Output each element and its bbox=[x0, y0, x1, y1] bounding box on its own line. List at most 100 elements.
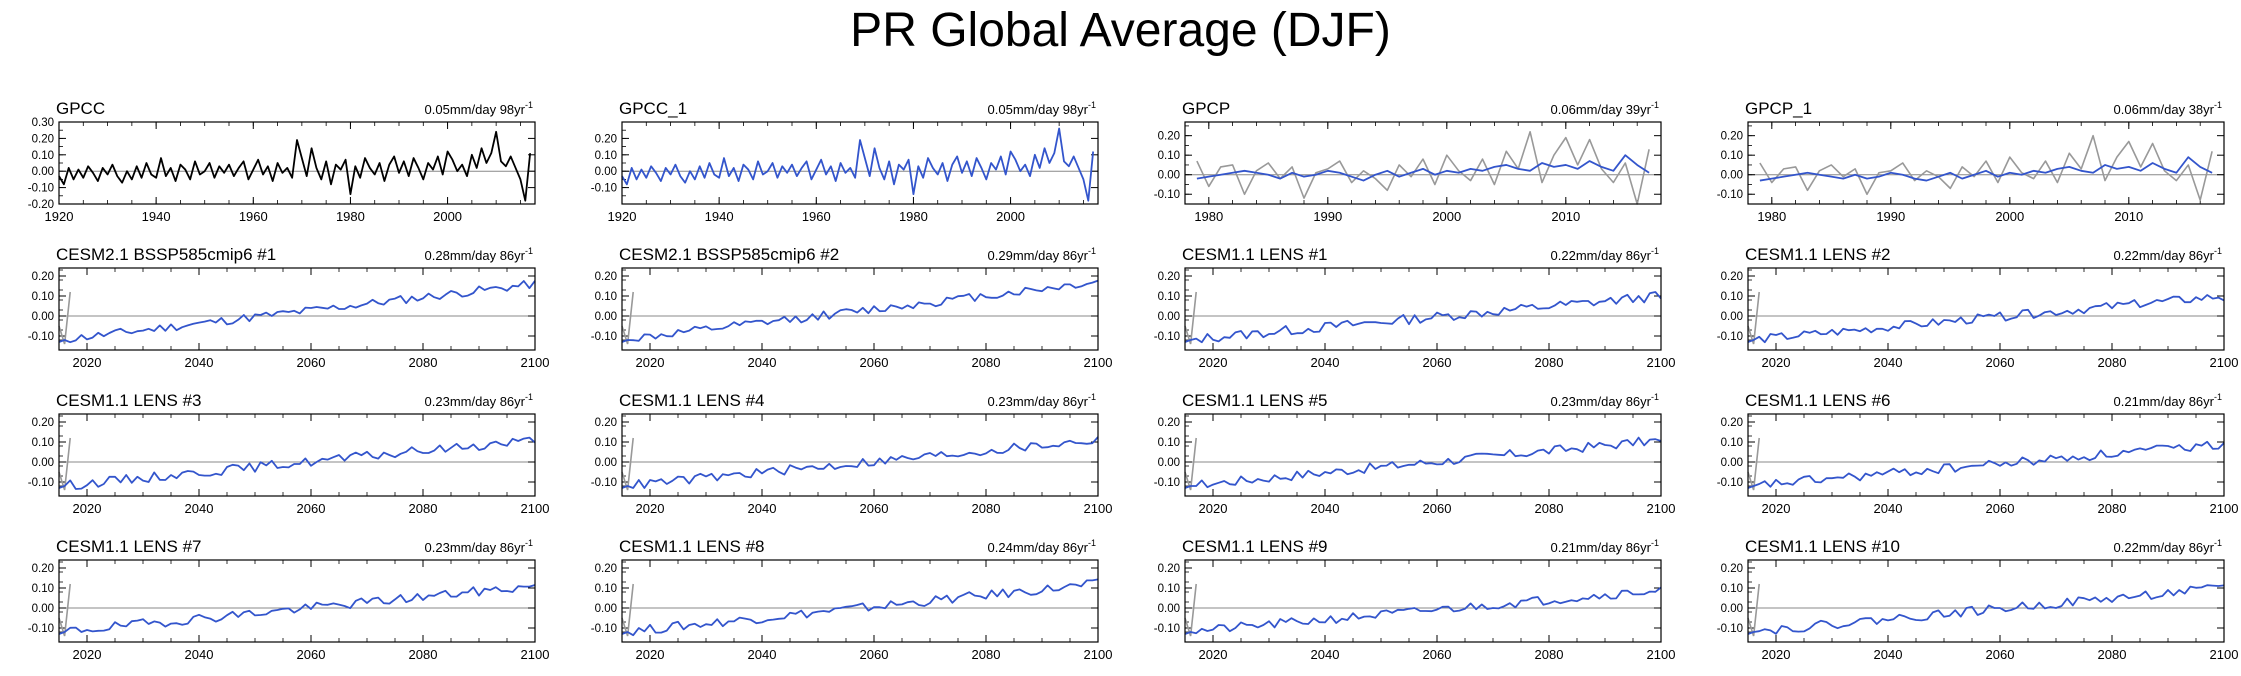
plot-frame bbox=[621, 121, 1099, 205]
y-tick-label: -0.10 bbox=[1717, 331, 1743, 343]
y-tick-label: 0.10 bbox=[32, 583, 54, 595]
y-tick-label: 0.30 bbox=[32, 117, 54, 129]
trend-label: 0.23mm/day 86yr-1 bbox=[425, 538, 533, 555]
series-line-reference bbox=[1747, 583, 1760, 637]
y-tick-label: -0.10 bbox=[1154, 623, 1180, 635]
series-line-reference bbox=[1184, 291, 1197, 345]
trend-label: 0.22mm/day 86yr-1 bbox=[2114, 246, 2222, 263]
x-tick-label: 2040 bbox=[748, 355, 777, 370]
panel-13: CESM1.1 LENS #7 0.23mm/day 86yr-1 -0.10 0.0… bbox=[28, 537, 550, 662]
x-tick-label: 2040 bbox=[185, 501, 214, 516]
x-tick-label: 1980 bbox=[1194, 209, 1223, 224]
y-tick-label: 0.00 bbox=[1158, 170, 1180, 182]
y-tick-label: 0.10 bbox=[1158, 291, 1180, 303]
y-tick-label: 0.10 bbox=[595, 150, 617, 162]
x-tick-label: 2080 bbox=[409, 355, 438, 370]
x-tick-label: 2100 bbox=[521, 355, 550, 370]
y-tick-label: 0.20 bbox=[32, 271, 54, 283]
trend-label: 0.29mm/day 86yr-1 bbox=[988, 246, 1096, 263]
panel-label: CESM1.1 LENS #9 bbox=[1182, 537, 1328, 556]
trend-label: 0.28mm/day 86yr-1 bbox=[425, 246, 533, 263]
x-tick-label: 2040 bbox=[1874, 355, 1903, 370]
y-tick-label: -0.10 bbox=[1717, 477, 1743, 489]
trend-label: 0.22mm/day 86yr-1 bbox=[2114, 538, 2222, 555]
plot-frame bbox=[1747, 559, 2225, 643]
x-tick-label: 2100 bbox=[2210, 501, 2239, 516]
x-tick-label: 2010 bbox=[1551, 209, 1580, 224]
y-tick-label: 0.20 bbox=[1721, 563, 1743, 575]
panel-5: CESM2.1 BSSP585cmip6 #1 0.28mm/day 86yr-1… bbox=[28, 245, 550, 370]
y-tick-label: 0.00 bbox=[32, 603, 54, 615]
y-tick-label: 0.20 bbox=[1158, 563, 1180, 575]
y-tick-label: -0.20 bbox=[28, 199, 54, 211]
y-tick-label: 0.10 bbox=[1721, 437, 1743, 449]
x-tick-label: 2060 bbox=[1423, 647, 1452, 662]
x-tick-label: 1990 bbox=[1313, 209, 1342, 224]
panel-label: CESM1.1 LENS #10 bbox=[1745, 537, 1900, 556]
panel-label: GPCP_1 bbox=[1745, 99, 1812, 118]
trend-label: 0.21mm/day 86yr-1 bbox=[1551, 538, 1659, 555]
x-tick-label: 2040 bbox=[185, 355, 214, 370]
trend-label: 0.06mm/day 38yr-1 bbox=[2114, 100, 2222, 117]
panel-label: CESM1.1 LENS #7 bbox=[56, 537, 202, 556]
x-tick-label: 2100 bbox=[1084, 647, 1113, 662]
panel-label: CESM1.1 LENS #4 bbox=[619, 391, 765, 410]
y-tick-label: 0.10 bbox=[1721, 583, 1743, 595]
panel-6: CESM2.1 BSSP585cmip6 #2 0.29mm/day 86yr-1… bbox=[591, 245, 1113, 370]
panel-label: CESM1.1 LENS #1 bbox=[1182, 245, 1328, 264]
series-line-reference bbox=[1747, 291, 1760, 345]
y-tick-label: -0.10 bbox=[591, 623, 617, 635]
x-tick-label: 2080 bbox=[2098, 647, 2127, 662]
x-tick-label: 2100 bbox=[521, 647, 550, 662]
series-line-model bbox=[621, 279, 1099, 343]
y-tick-label: 0.00 bbox=[32, 166, 54, 178]
x-tick-label: 2020 bbox=[636, 647, 665, 662]
x-tick-label: 2100 bbox=[2210, 355, 2239, 370]
plot-frame bbox=[1184, 559, 1662, 643]
y-tick-label: -0.10 bbox=[591, 183, 617, 195]
panel-8: CESM1.1 LENS #2 0.22mm/day 86yr-1 -0.10 0.0… bbox=[1717, 245, 2239, 370]
series-line-model bbox=[621, 436, 1099, 489]
y-tick-label: 0.00 bbox=[1721, 311, 1743, 323]
x-tick-label: 2080 bbox=[1535, 647, 1564, 662]
y-tick-label: 0.20 bbox=[1721, 131, 1743, 143]
y-tick-label: 0.10 bbox=[32, 291, 54, 303]
series-line-reference bbox=[621, 291, 634, 345]
trend-label: 0.23mm/day 86yr-1 bbox=[425, 392, 533, 409]
y-tick-label: 0.10 bbox=[1158, 583, 1180, 595]
trend-label: 0.06mm/day 39yr-1 bbox=[1551, 100, 1659, 117]
y-tick-label: 0.10 bbox=[595, 437, 617, 449]
x-tick-label: 2020 bbox=[636, 501, 665, 516]
y-tick-label: -0.10 bbox=[28, 183, 54, 195]
x-tick-label: 2020 bbox=[1762, 501, 1791, 516]
plot-frame bbox=[1747, 413, 2225, 497]
y-tick-label: 0.00 bbox=[1721, 457, 1743, 469]
x-tick-label: 2060 bbox=[1986, 355, 2015, 370]
plot-frame bbox=[1184, 121, 1662, 205]
plot-frame bbox=[621, 559, 1099, 643]
y-tick-label: 0.10 bbox=[32, 150, 54, 162]
x-tick-label: 1980 bbox=[899, 209, 928, 224]
panel-3: GPCP 0.06mm/day 39yr-1 -0.10 0.00 0.10 0.20 19… bbox=[1154, 99, 1662, 224]
x-tick-label: 2020 bbox=[73, 647, 102, 662]
panel-label: GPCC bbox=[56, 99, 105, 118]
plot-frame bbox=[58, 267, 536, 351]
x-tick-label: 2100 bbox=[1647, 355, 1676, 370]
plot-frame bbox=[621, 413, 1099, 497]
x-tick-label: 2000 bbox=[996, 209, 1025, 224]
x-tick-label: 2080 bbox=[2098, 501, 2127, 516]
panel-10: CESM1.1 LENS #4 0.23mm/day 86yr-1 -0.10 0.0… bbox=[591, 391, 1113, 516]
x-tick-label: 2080 bbox=[409, 647, 438, 662]
series-line-model bbox=[621, 127, 1095, 202]
trend-label: 0.05mm/day 98yr-1 bbox=[988, 100, 1096, 117]
y-tick-label: 0.20 bbox=[1721, 417, 1743, 429]
x-tick-label: 2060 bbox=[297, 355, 326, 370]
panel-2: GPCC_1 0.05mm/day 98yr-1 -0.10 0.00 0.10 0.20… bbox=[591, 99, 1099, 224]
x-tick-label: 2020 bbox=[1199, 647, 1228, 662]
y-tick-label: 0.20 bbox=[595, 563, 617, 575]
y-tick-label: -0.10 bbox=[28, 477, 54, 489]
x-tick-label: 2080 bbox=[972, 647, 1001, 662]
y-tick-label: 0.20 bbox=[32, 563, 54, 575]
series-line-model bbox=[1747, 584, 2225, 635]
y-tick-label: 0.20 bbox=[1721, 271, 1743, 283]
